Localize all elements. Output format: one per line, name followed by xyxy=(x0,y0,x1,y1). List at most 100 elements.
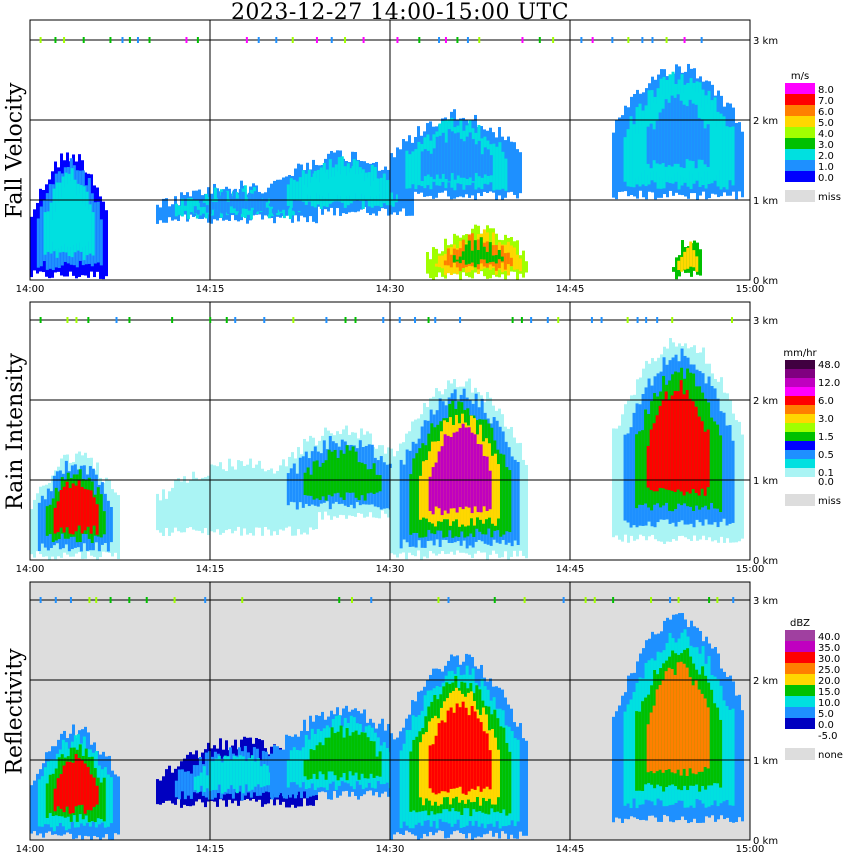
echo-cell xyxy=(402,464,406,540)
marker-tick xyxy=(196,37,199,43)
echo-cell xyxy=(722,700,726,802)
y-tick-label: 1 km xyxy=(753,476,778,487)
echo-cell xyxy=(670,95,674,167)
echo-cell xyxy=(30,509,33,555)
echo-cell xyxy=(333,176,337,202)
echo-cell xyxy=(53,211,57,250)
echo-cell xyxy=(505,467,509,532)
legend-missing-label: miss xyxy=(818,192,841,203)
echo-cell xyxy=(510,731,514,821)
marker-tick xyxy=(95,597,98,603)
echo-cell xyxy=(465,136,469,179)
echo-cell xyxy=(183,205,187,211)
echo-cell xyxy=(382,173,386,204)
echo-cell xyxy=(256,485,260,517)
echo-cell xyxy=(303,760,307,777)
echo-cell xyxy=(703,698,707,767)
echo-cell xyxy=(342,166,346,200)
echo-cell xyxy=(385,747,389,783)
echo-cell xyxy=(48,504,52,535)
echo-cell xyxy=(168,765,171,801)
legend-label: 6.0 xyxy=(818,396,834,407)
legend-swatch xyxy=(785,116,815,127)
echo-cell xyxy=(490,728,494,805)
echo-cell xyxy=(685,106,689,160)
y-tick-label: 0 km xyxy=(753,556,778,567)
echo-cell xyxy=(265,207,269,215)
echo-cell xyxy=(462,141,466,178)
echo-cell xyxy=(276,746,279,798)
legend-label: 1.5 xyxy=(818,432,834,443)
echo-cell xyxy=(156,779,159,805)
echo-cell xyxy=(226,201,230,215)
legend-label: 12.0 xyxy=(818,378,840,389)
echo-cell xyxy=(276,179,279,210)
echo-cell xyxy=(289,468,293,502)
echo-cell xyxy=(187,498,191,519)
echo-cell xyxy=(223,191,227,213)
legend-swatch xyxy=(785,378,815,387)
legend-label: 0.1 xyxy=(818,468,834,479)
legend-missing-swatch xyxy=(785,190,815,202)
echo-cell xyxy=(37,502,41,552)
marker-tick xyxy=(700,37,703,43)
echo-cell xyxy=(109,506,113,543)
echo-cell xyxy=(292,747,296,783)
echo-cell xyxy=(62,187,66,244)
echo-cell xyxy=(461,701,465,794)
echo-cell xyxy=(235,477,239,522)
echo-cell xyxy=(37,779,41,827)
legend-swatch xyxy=(785,696,815,707)
echo-cell xyxy=(435,136,439,175)
echo-cell xyxy=(615,428,618,536)
marker-tick xyxy=(109,597,112,603)
marker-tick xyxy=(39,317,42,323)
legend: m/s 8.07.06.05.04.03.02.01.00.0 miss xyxy=(785,71,841,203)
echo-cell xyxy=(699,249,702,276)
echo-cell xyxy=(279,749,282,793)
echo-cell xyxy=(621,414,624,542)
echo-cell xyxy=(498,142,502,190)
echo-cell xyxy=(306,467,310,496)
echo-cell xyxy=(741,131,744,198)
x-tick-label: 14:45 xyxy=(556,284,585,295)
echo-cell xyxy=(33,499,36,558)
legend-swatch xyxy=(785,83,815,94)
echo-cell xyxy=(629,699,633,809)
echo-cell xyxy=(59,489,63,528)
echo-cell xyxy=(95,785,99,805)
legend-swatch xyxy=(785,405,815,414)
echo-cell xyxy=(46,211,50,252)
echo-cell xyxy=(193,776,197,791)
echo-cell xyxy=(354,174,358,194)
echo-cell xyxy=(441,132,445,174)
echo-cell xyxy=(92,777,96,807)
echo-cell xyxy=(513,738,517,827)
echo-cell xyxy=(342,453,346,500)
marker-tick xyxy=(444,37,447,43)
legend-missing-label: none xyxy=(818,750,843,761)
echo-cell xyxy=(177,205,181,215)
echo-cell xyxy=(455,431,459,513)
echo-cell xyxy=(77,193,81,243)
echo-cell xyxy=(652,129,656,161)
marker-tick xyxy=(350,597,353,603)
echo-cell xyxy=(434,263,438,267)
marker-tick xyxy=(665,37,668,43)
echo-cell xyxy=(623,137,627,182)
echo-cell xyxy=(279,179,282,212)
echo-cell xyxy=(519,152,522,194)
echo-cell xyxy=(443,260,447,266)
echo-cell xyxy=(312,461,316,500)
echo-cell xyxy=(496,749,500,798)
echo-cell xyxy=(525,261,528,273)
echo-cell xyxy=(318,182,322,195)
echo-cell xyxy=(382,462,386,509)
echo-cell xyxy=(168,206,171,218)
echo-cell xyxy=(238,755,242,786)
marker-tick xyxy=(708,597,711,603)
echo-cell xyxy=(412,739,416,811)
echo-cell xyxy=(301,456,305,508)
echo-cell xyxy=(306,759,310,780)
